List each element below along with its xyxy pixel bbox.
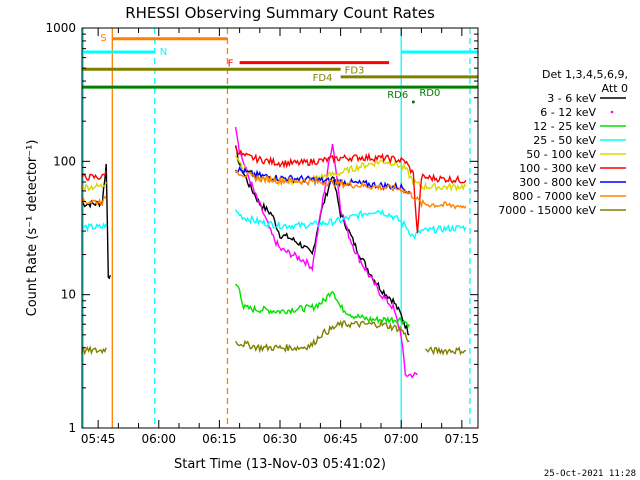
y-tick-label: 1000 [45,21,76,35]
series-path [81,181,107,192]
series-path [235,283,410,329]
series-path [81,170,107,181]
series-800to7000keV-line [81,169,467,210]
series-7000to15000keV-line [81,319,466,356]
series-path [234,145,410,336]
x-tick-label: 06:30 [263,432,298,446]
timestamp: 25-Oct-2021 11:28 [544,469,636,479]
x-tick-label: 06:15 [202,432,237,446]
chart-title: RHESSI Observing Summary Count Rates [125,4,435,22]
legend-entry-label: 25 - 50 keV [533,134,596,147]
flag-label: FD4 [313,73,333,84]
series-path [234,169,467,210]
legend-entry-label: 12 - 25 keV [533,120,596,133]
legend-entry-label: 6 - 12 keV [540,106,596,119]
flag-bars: SNNFFD3FD4RD6RD0 [82,33,478,104]
x-tick-label: 05:45 [81,432,116,446]
flag-label: RD0 [419,88,440,99]
x-tick-label: 07:00 [384,432,419,446]
y-tick-label: 10 [61,288,76,302]
series-300to800keV-line [235,165,410,195]
series-path [234,319,410,354]
legend-entry-label: 800 - 7000 keV [512,190,596,203]
series-12to25keV-line [235,283,410,329]
x-tick-label: 07:15 [445,432,480,446]
flag-label: F [228,59,234,70]
x-axis-label: Start Time (13-Nov-03 05:41:02) [174,457,386,472]
series-25to50keV-line [81,208,467,240]
x-tick-label: 06:45 [323,432,358,446]
series-path [81,345,107,356]
y-axis-label: Count Rate (s⁻¹ detector⁻¹) [25,140,40,317]
legend-swatch [610,110,614,114]
x-tick-label: 06:00 [141,432,176,446]
series-path [234,208,467,240]
y-tick-label: 100 [53,154,76,168]
x-axis: 05:45 06:00 06:15 06:30 06:45 07:00 07:15 [81,28,479,446]
y-axis: 1 10 100 1000 [45,21,478,435]
legend-entry-label: 7000 - 15000 keV [498,204,596,217]
series-path [424,346,466,356]
legend-header: Det 1,3,4,5,6,9, [542,68,628,81]
legend-header: Att 0 [602,82,628,95]
series-path [81,222,107,233]
legend-entry-label: 50 - 100 keV [526,148,596,161]
flag-dot-rd0 [411,100,415,104]
flag-label: N [160,47,167,58]
legend-entry-label: 3 - 6 keV [547,92,596,105]
legend-entry-label: 100 - 300 keV [519,162,596,175]
series-100to300keV-line [81,146,467,234]
flag-label: FD3 [345,65,365,76]
plot-area: SNNFFD3FD4RD6RD0 [81,27,479,429]
series-path [81,163,111,280]
flag-label: RD6 [387,90,408,101]
flag-label: S [100,33,106,44]
series-path [81,195,107,206]
series-path [235,165,410,195]
legend-entry-label: 300 - 800 keV [519,176,596,189]
series-path [234,146,467,234]
y-tick-label: 1 [68,421,76,435]
